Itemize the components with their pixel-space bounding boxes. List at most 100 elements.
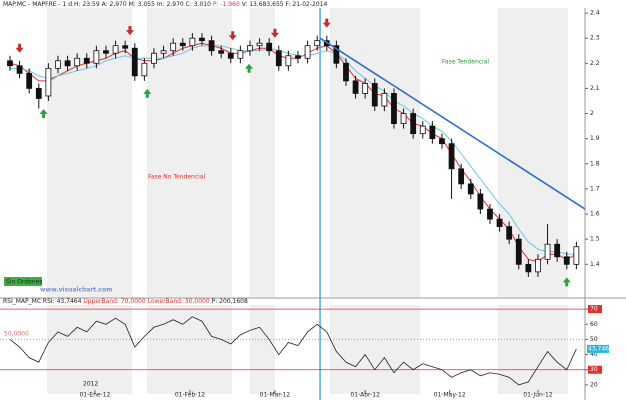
header-change: P: -1,960 xyxy=(213,1,240,8)
candle-body xyxy=(544,243,551,260)
candle-body xyxy=(487,208,493,220)
y-tick-label: 20 xyxy=(590,381,598,388)
candle-body xyxy=(429,125,436,140)
last-value-label: 43,746 xyxy=(588,345,609,352)
candle-body xyxy=(256,42,263,47)
candle-body xyxy=(285,55,292,67)
shade-band xyxy=(147,305,232,394)
candle-body xyxy=(122,45,129,49)
shade-band xyxy=(330,8,420,297)
header-text: V: 13,683,655 F: 21-02-2014 xyxy=(242,1,328,8)
trend-line xyxy=(319,37,586,210)
candle-body xyxy=(7,60,13,67)
candle-body xyxy=(74,57,81,67)
y-tick-label: 70 xyxy=(590,306,598,313)
y-tick-label: 1.5 xyxy=(590,236,600,243)
buy-arrow xyxy=(39,108,48,118)
candle-body xyxy=(295,55,301,59)
rsi-header: RSI_MAP_MC RSI: 43,7464 UpperBand: 70,00… xyxy=(3,298,248,305)
candle-body xyxy=(573,246,580,265)
candle-body xyxy=(352,80,359,94)
last-value-box xyxy=(587,344,609,353)
shade-band xyxy=(250,8,275,297)
candle-body xyxy=(400,113,407,125)
header-text: P: 200,1608 xyxy=(212,298,248,305)
sell-arrow xyxy=(125,26,134,36)
sell-arrow xyxy=(228,31,237,41)
y-tick-label: 2.1 xyxy=(590,85,600,92)
buy-arrow xyxy=(143,88,152,98)
candle-body xyxy=(189,37,196,47)
candle-body xyxy=(64,60,71,67)
header-band: LowerBand: 30,0000 xyxy=(148,298,210,305)
candle-body xyxy=(391,93,397,125)
rsi-line xyxy=(9,316,577,386)
candle-body xyxy=(199,37,205,42)
sell-arrow xyxy=(270,28,279,38)
candle-body xyxy=(458,168,465,185)
y-tick-label: 1.8 xyxy=(590,160,600,167)
candle-body xyxy=(448,143,455,170)
annotation: Fase Tendencial xyxy=(442,59,489,66)
annotation: Fase No Tendencial xyxy=(148,174,205,181)
header-text: RSI_MAP_MC RSI: 43,7464 xyxy=(3,298,82,305)
candle-body xyxy=(179,42,186,47)
candle-body xyxy=(83,57,90,64)
candle-body xyxy=(103,50,109,54)
shade-band xyxy=(330,305,420,394)
candle-body xyxy=(247,45,253,52)
sell-arrow xyxy=(322,18,331,28)
candle-body xyxy=(55,60,61,69)
orders-box xyxy=(4,277,42,286)
shade-band xyxy=(498,305,568,394)
band-label-box xyxy=(588,305,602,314)
candle-body xyxy=(208,40,215,52)
candle-body xyxy=(35,88,42,99)
candle-body xyxy=(554,243,561,258)
year-label: 2012 xyxy=(83,381,98,388)
candle-body xyxy=(362,82,369,94)
candle-body xyxy=(237,50,244,59)
y-tick-label: 2 xyxy=(590,110,594,117)
candle-body xyxy=(467,183,474,195)
candle-body xyxy=(535,258,541,273)
candle-body xyxy=(563,256,570,265)
x-tick-label: 01-Abr-12 xyxy=(350,392,380,399)
candle-body xyxy=(45,67,52,97)
header-text: MAP.MC - MAPFRE - 1 d H: 23:59 A: 2,970 … xyxy=(3,1,211,8)
shade-band xyxy=(147,8,232,297)
candle-body xyxy=(26,72,33,89)
candle-body xyxy=(410,113,417,135)
candle-body xyxy=(16,65,23,74)
x-tick-label: 01-Feb-12 xyxy=(175,392,205,399)
price-header: MAP.MC - MAPFRE - 1 d H: 23:59 A: 2,970 … xyxy=(3,1,327,8)
candle-body xyxy=(381,93,388,107)
candle-body xyxy=(275,50,282,67)
mid-band-label: 50,0000 xyxy=(4,331,29,338)
candle-body xyxy=(218,50,225,54)
shade-band xyxy=(250,305,275,394)
buy-arrow xyxy=(245,63,254,73)
x-tick-label: 01-Jun-12 xyxy=(523,392,552,399)
orders-label: Sin Ordenes xyxy=(6,279,42,286)
candle-body xyxy=(496,218,503,228)
shading xyxy=(47,8,568,394)
candle-body xyxy=(151,52,157,64)
x-tick-label: 01-Ene-12 xyxy=(79,392,110,399)
y-tick-label: 1.4 xyxy=(590,261,600,268)
shade-band xyxy=(47,8,132,297)
y-tick-label: 60 xyxy=(590,321,598,328)
y-tick-label: 1.7 xyxy=(590,185,600,192)
candle-body xyxy=(112,45,119,54)
x-tick-label: 01-Mar-12 xyxy=(260,392,291,399)
sell-arrow xyxy=(15,43,24,53)
y-tick-label: 30 xyxy=(590,366,598,373)
watermark: www.visualchart.com xyxy=(40,287,112,294)
candle-body xyxy=(515,238,522,265)
candle-body xyxy=(333,45,340,64)
y-tick-label: 1.9 xyxy=(590,135,600,142)
moving-average xyxy=(9,45,577,255)
candle-body xyxy=(170,42,177,52)
candle-body xyxy=(227,52,234,59)
